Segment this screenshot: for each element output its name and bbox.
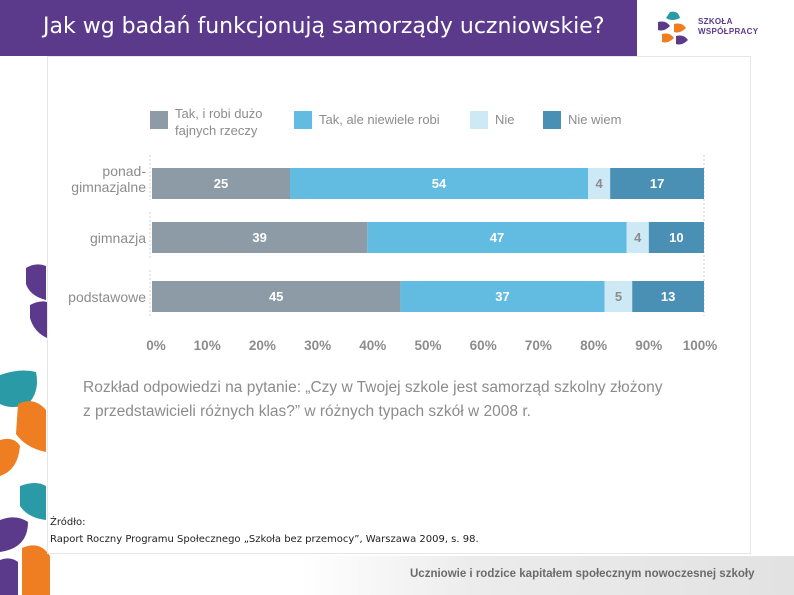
caption-line-2: z przedstawicieli różnych klas?” w różny… <box>83 403 531 420</box>
x-tick-label: 0% <box>146 338 166 353</box>
legend-swatch <box>543 111 561 129</box>
bar-segment <box>648 222 704 253</box>
logo-text: SZKOŁA WSPÓŁPRACY <box>698 17 758 37</box>
logo-mark-icon <box>658 11 688 45</box>
logo-line-1: SZKOŁA <box>698 17 733 26</box>
bar-segment <box>290 168 589 199</box>
bar-segment <box>626 222 649 253</box>
legend-item: Tak, i robi dużo fajnych rzeczy <box>150 105 262 139</box>
bar-segment <box>152 222 368 253</box>
x-tick-label: 80% <box>580 338 607 353</box>
deco-orange-shape <box>16 401 46 452</box>
deco-orange-shape <box>22 545 50 595</box>
data-label: 25 <box>214 176 228 191</box>
footer-band <box>300 556 794 595</box>
bar-segment <box>604 281 633 312</box>
category-label: gimnazjalne <box>71 179 146 195</box>
category-label: podstawowe <box>68 289 146 305</box>
legend-label: Tak, i robi dużo fajnych rzeczy <box>175 106 263 138</box>
caption-line-1: Rozkład odpowiedzi na pytanie: „Czy w Tw… <box>83 379 663 396</box>
x-tick-label: 100% <box>683 338 718 353</box>
legend-swatch <box>470 111 488 129</box>
category-label: ponad- <box>102 163 146 179</box>
data-label: 17 <box>650 176 664 191</box>
data-label: 47 <box>490 230 504 245</box>
bar-segment <box>152 168 290 199</box>
legend-item: Nie wiem <box>543 105 621 129</box>
source-label: Źródło: <box>50 517 86 528</box>
legend-swatch <box>294 111 312 129</box>
deco-purple-shape <box>0 558 18 595</box>
data-label: 45 <box>269 289 283 304</box>
chart-legend: Tak, i robi dużo fajnych rzeczy Tak, ale… <box>150 105 710 145</box>
x-tick-label: 10% <box>194 338 221 353</box>
category-label: gimnazja <box>90 230 146 246</box>
data-label: 4 <box>596 176 604 191</box>
bar-segment <box>400 281 605 312</box>
data-label: 13 <box>661 289 675 304</box>
x-tick-label: 20% <box>249 338 276 353</box>
deco-purple-shape <box>0 517 28 552</box>
source-note: Źródło: Raport Roczny Programu Społeczne… <box>50 514 479 548</box>
x-tick-label: 50% <box>414 338 441 353</box>
logo: SZKOŁA WSPÓŁPRACY <box>656 10 786 46</box>
bar-segment <box>610 168 704 199</box>
title-bar: Jak wg badań funkcjonują samorządy uczni… <box>0 0 637 56</box>
bar-segment <box>588 168 611 199</box>
data-label: 4 <box>634 230 642 245</box>
deco-orange-shape <box>0 438 20 476</box>
deco-purple-shape <box>30 301 47 338</box>
data-label: 5 <box>615 289 622 304</box>
bar-segment <box>152 281 401 312</box>
data-label: 54 <box>432 176 447 191</box>
legend-label: Tak, ale niewiele robi <box>319 112 440 127</box>
decorative-shapes <box>0 264 50 595</box>
bar-segment <box>632 281 704 312</box>
legend-item: Tak, ale niewiele robi <box>294 105 440 129</box>
legend-item: Nie <box>470 105 515 129</box>
source-text: Raport Roczny Programu Społecznego „Szko… <box>50 534 479 545</box>
deco-teal-shape <box>0 370 37 407</box>
data-label: 39 <box>252 230 266 245</box>
bar-segment <box>367 222 627 253</box>
x-tick-label: 90% <box>635 338 662 353</box>
chart-caption: Rozkład odpowiedzi na pytanie: „Czy w Tw… <box>83 376 703 424</box>
x-tick-label: 70% <box>525 338 552 353</box>
page-title: Jak wg badań funkcjonują samorządy uczni… <box>43 14 605 39</box>
deco-teal-shape <box>20 483 46 520</box>
deco-purple-shape <box>26 264 46 300</box>
data-label: 10 <box>669 230 683 245</box>
legend-label: Nie wiem <box>568 112 622 127</box>
data-label: 37 <box>495 289 509 304</box>
legend-swatch <box>150 111 168 129</box>
x-tick-label: 60% <box>470 338 497 353</box>
legend-label: Nie <box>495 112 515 127</box>
logo-line-2: WSPÓŁPRACY <box>698 27 759 36</box>
x-tick-label: 40% <box>359 338 386 353</box>
footer-text: Uczniowie i rodzice kapitałem społecznym… <box>410 568 755 580</box>
x-tick-label: 30% <box>304 338 331 353</box>
